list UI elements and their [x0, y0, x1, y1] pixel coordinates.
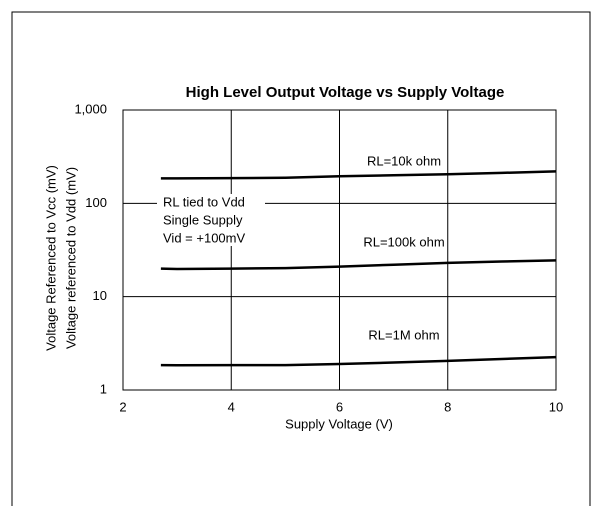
- y-axis-label: Voltage Referenced to Vcc (mV): [43, 165, 58, 351]
- annotation: Single Supply: [163, 212, 243, 227]
- x-tick-label: 2: [119, 399, 126, 414]
- series-label: RL=100k ohm: [363, 234, 444, 249]
- y-tick-label: 100: [85, 195, 107, 210]
- x-tick-label: 8: [444, 399, 451, 414]
- plot-border: [122, 109, 557, 391]
- annotation-box: [157, 194, 265, 246]
- y-axis-label: Voltage referenced to Vdd (mV): [63, 167, 78, 349]
- x-tick-label: 10: [549, 399, 563, 414]
- x-tick-label: 6: [336, 399, 343, 414]
- annotation: Vid = +100mV: [163, 230, 245, 245]
- series-line: [160, 259, 557, 271]
- series-label: RL=1M ohm: [368, 327, 439, 342]
- series-label: RL=10k ohm: [367, 153, 441, 168]
- y-tick-label: 10: [93, 288, 107, 303]
- y-tick-label: 1,000: [74, 101, 107, 116]
- y-tick-label: 1: [100, 381, 107, 396]
- series-line: [160, 355, 557, 367]
- x-tick-label: 4: [228, 399, 235, 414]
- chart-title: High Level Output Voltage vs Supply Volt…: [186, 84, 505, 101]
- series-line: [160, 170, 557, 180]
- annotation: RL tied to Vdd: [163, 194, 245, 209]
- x-axis-label: Supply Voltage (V): [285, 416, 393, 431]
